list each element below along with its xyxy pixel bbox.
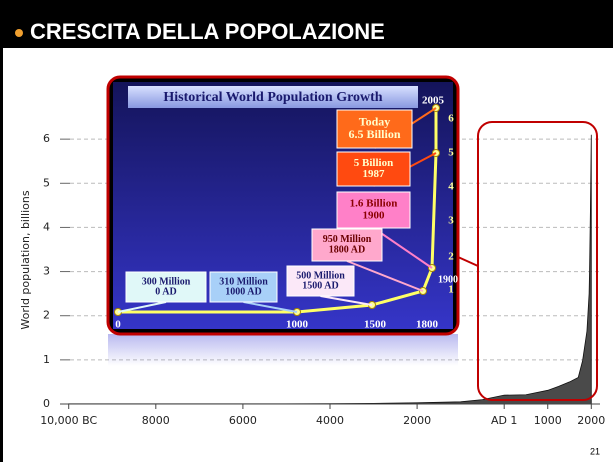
y-tick-label: 2 xyxy=(43,309,50,322)
callout-text: 5 Billion xyxy=(354,157,393,169)
page-number: 21 xyxy=(590,446,600,456)
x-tick-label: 10,000 BC xyxy=(40,414,97,427)
callout-text: 1987 xyxy=(363,168,386,180)
callout-text: 1500 AD xyxy=(302,280,338,291)
bullet xyxy=(15,29,23,37)
y-tick-label: 1 xyxy=(43,353,50,366)
x-tick-label: AD 1 xyxy=(491,414,518,427)
x-tick-label: 6000 xyxy=(229,414,257,427)
y-tick-label: 5 xyxy=(43,176,50,189)
inset-scale-label: 2 xyxy=(448,251,454,263)
callout-text: 0 AD xyxy=(155,286,176,297)
connector xyxy=(458,257,478,266)
x-tick-label: 1000 xyxy=(534,414,562,427)
slide: CRESCITA DELLA POPOLAZIONE 0 1 2 3 4 5 6 10,000… xyxy=(0,0,613,462)
inset-scale-label: 6 xyxy=(448,113,454,125)
inset-x-label: 1500 xyxy=(364,319,387,331)
inset-x-label: 1000 xyxy=(286,319,309,331)
inset-year: 2005 xyxy=(422,95,445,107)
y-tick-label: 6 xyxy=(43,132,50,145)
callout-text: 1800 AD xyxy=(329,245,365,256)
inset-scale-label: 5 xyxy=(448,147,454,159)
y-tick-label: 3 xyxy=(43,265,50,278)
slide-title: CRESCITA DELLA POPOLAZIONE xyxy=(30,19,385,44)
inset-scale-label: 4 xyxy=(448,181,454,193)
inset-scale-label: 1 xyxy=(448,284,454,296)
x-tick-label: 2000 xyxy=(577,414,605,427)
inset-scale-label: 3 xyxy=(448,215,454,227)
callout-text: 1000 AD xyxy=(225,286,261,297)
highlight-box xyxy=(478,122,597,400)
inset-x-label: 0 xyxy=(115,319,121,331)
inset-x-label: 1800 xyxy=(416,319,439,331)
callout-text: 6.5 Billion xyxy=(348,127,400,141)
left-edge xyxy=(0,0,3,462)
reflection xyxy=(108,334,458,366)
x-tick-label: 8000 xyxy=(142,414,170,427)
y-tick-label: 4 xyxy=(43,220,50,233)
inset-title: Historical World Population Growth xyxy=(163,90,382,105)
x-tick-label: 2000 xyxy=(403,414,431,427)
inset-image: Historical World Population Growth 2005 … xyxy=(108,77,458,366)
y-axis-label: World population, billions xyxy=(19,190,32,329)
callout-text: 950 Million xyxy=(323,234,372,245)
callout-text: 1.6 Billion xyxy=(350,198,398,210)
x-tick-label: 4000 xyxy=(316,414,344,427)
y-tick-label: 0 xyxy=(43,397,50,410)
callout-text: 1900 xyxy=(363,210,386,222)
